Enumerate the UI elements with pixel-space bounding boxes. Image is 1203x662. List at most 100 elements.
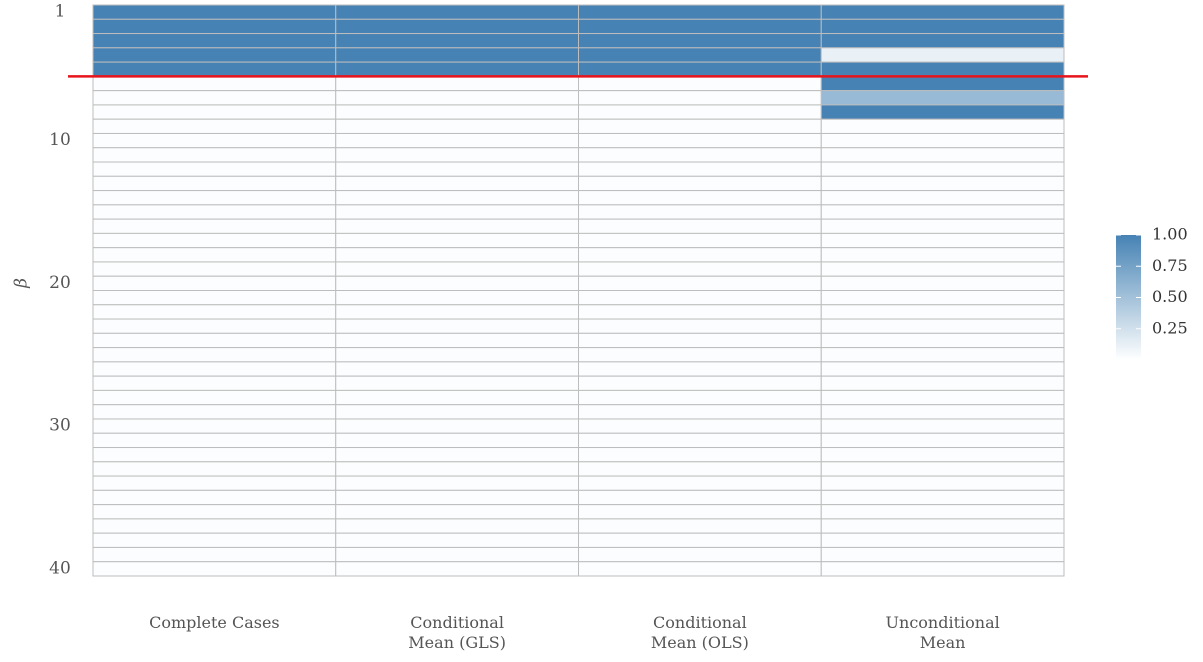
cell	[578, 18, 822, 35]
cell	[335, 332, 579, 349]
cell	[335, 347, 579, 363]
cell	[578, 132, 822, 149]
x-tick-label: Conditional Mean (GLS)	[408, 613, 506, 652]
cell	[92, 432, 337, 449]
cell	[335, 218, 579, 234]
cell	[578, 4, 822, 20]
cell	[578, 504, 822, 520]
cell	[820, 75, 1065, 92]
cell	[578, 290, 822, 306]
cell	[820, 504, 1065, 520]
cell	[335, 33, 579, 49]
cell	[820, 218, 1065, 234]
cell	[820, 532, 1065, 548]
cell	[578, 232, 822, 249]
cell	[578, 532, 822, 548]
cell	[335, 232, 579, 249]
cell	[820, 232, 1065, 249]
cell	[578, 90, 822, 106]
colorbar-label: 0.25	[1152, 318, 1188, 337]
cell	[335, 389, 579, 406]
cell	[820, 147, 1065, 163]
cell	[92, 375, 337, 391]
cell	[578, 118, 822, 134]
cell	[578, 332, 822, 349]
cell	[820, 190, 1065, 206]
cell	[820, 47, 1065, 63]
cell	[92, 504, 337, 520]
cell	[92, 318, 337, 334]
cell	[820, 175, 1065, 192]
cell	[335, 118, 579, 134]
cell	[92, 447, 337, 463]
cell	[92, 75, 337, 92]
cell	[578, 561, 822, 577]
cell	[820, 447, 1065, 463]
cell	[92, 132, 337, 149]
cell	[578, 190, 822, 206]
cell	[578, 318, 822, 334]
cell	[578, 418, 822, 434]
cell	[820, 332, 1065, 349]
cell	[92, 61, 337, 77]
cell	[92, 347, 337, 363]
cell	[820, 475, 1065, 491]
cell	[92, 204, 337, 220]
colorbar-label: 1.00	[1152, 225, 1188, 244]
cell	[820, 418, 1065, 434]
cell	[92, 33, 337, 49]
cell	[578, 404, 822, 420]
colorbar-label: 0.75	[1152, 256, 1188, 275]
cell	[92, 546, 337, 563]
cell	[578, 61, 822, 77]
cell	[820, 461, 1065, 477]
cell	[335, 561, 579, 577]
cell	[820, 61, 1065, 77]
cell	[578, 432, 822, 449]
cell	[92, 247, 337, 263]
cell	[578, 461, 822, 477]
cell	[92, 518, 337, 534]
cell	[578, 447, 822, 463]
cell	[335, 18, 579, 35]
cell	[820, 432, 1065, 449]
y-tick-label: 30	[49, 416, 71, 436]
cell	[578, 147, 822, 163]
cell	[335, 532, 579, 548]
cell	[335, 304, 579, 320]
cell	[335, 104, 579, 120]
cell	[92, 218, 337, 234]
cell	[820, 404, 1065, 420]
cell	[578, 33, 822, 49]
cell	[820, 375, 1065, 391]
cell	[820, 389, 1065, 406]
cell	[92, 4, 337, 20]
cell	[820, 361, 1065, 377]
cell	[92, 475, 337, 491]
cell	[335, 518, 579, 534]
cell	[335, 504, 579, 520]
cell	[92, 161, 337, 177]
cell	[578, 47, 822, 63]
cell	[820, 290, 1065, 306]
cell	[92, 47, 337, 63]
y-tick-label: 10	[49, 130, 71, 150]
cell	[820, 275, 1065, 292]
cell	[820, 104, 1065, 120]
cell	[92, 389, 337, 406]
cell	[820, 247, 1065, 263]
cell	[92, 304, 337, 320]
cell	[820, 318, 1065, 334]
cell	[92, 489, 337, 506]
cell	[335, 261, 579, 277]
cell	[92, 147, 337, 163]
cell	[578, 304, 822, 320]
cell	[92, 175, 337, 192]
cell	[335, 161, 579, 177]
cell	[820, 4, 1065, 20]
cell	[578, 75, 822, 92]
cell	[335, 418, 579, 434]
y-tick-label: 20	[49, 273, 71, 293]
cell	[92, 18, 337, 35]
